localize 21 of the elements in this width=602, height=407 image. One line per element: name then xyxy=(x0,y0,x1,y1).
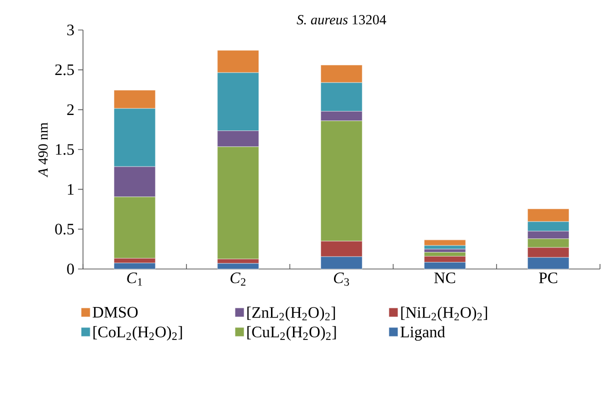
chart-title: S. aureus 13204 xyxy=(296,15,386,24)
legend-label: [CoL$_{2}$(H$_{2}$O)$_{2}$] xyxy=(93,326,182,341)
legend-label: [CuL$_{2}$(H$_{2}$O)$_{2}$] xyxy=(247,326,336,341)
y-tick-label: 3 xyxy=(67,24,74,36)
y-tick-label: 1.5 xyxy=(56,144,74,155)
legend-label: Ligand xyxy=(400,326,446,341)
legend-label: [NiL$_{2}$(H$_{2}$O)$_{2}$] xyxy=(401,306,488,322)
y-axis-title: A 490 nm xyxy=(38,122,48,178)
y-tick-label: 0 xyxy=(67,264,74,274)
x-tick-label: NC xyxy=(434,272,456,284)
y-tick-label: 1 xyxy=(68,184,74,195)
y-tick-label: 0.5 xyxy=(55,224,74,235)
legend-label: [ZnL$_{2}$(H$_{2}$O)$_{2}$] xyxy=(247,306,335,322)
x-tick-label: PC xyxy=(539,272,558,284)
y-tick-label: 2.5 xyxy=(55,64,74,76)
y-tick-label: 2 xyxy=(67,104,74,115)
bar xyxy=(424,240,466,246)
legend-label: DMSO xyxy=(92,306,138,318)
x-tick-label: C$_{2}$ xyxy=(230,272,246,286)
x-tick-label: C$_{3}$ xyxy=(334,272,349,286)
x-tick-label: C$_{1}$ xyxy=(127,272,142,286)
